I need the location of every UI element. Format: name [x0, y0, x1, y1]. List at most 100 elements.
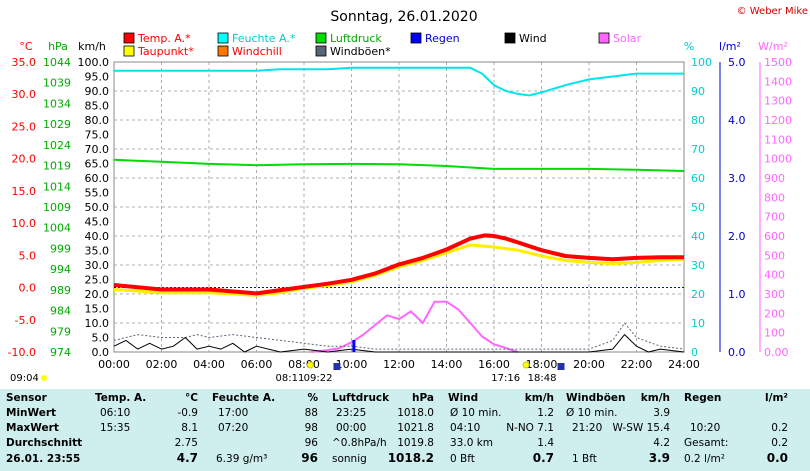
temp-current: 4.7 — [176, 451, 198, 465]
humidity-header: Feuchte A. — [212, 392, 276, 404]
rain-tick: 2.0 — [728, 230, 746, 243]
legend-swatch — [315, 32, 327, 44]
humidity-tick: 10 — [691, 317, 705, 330]
solar-tick: 500 — [764, 249, 785, 262]
solar-tick: 1000 — [764, 153, 792, 166]
x-tick-label: 02:00 — [146, 358, 178, 371]
solar-tick: 1400 — [764, 75, 792, 88]
solar-tick: 700 — [764, 211, 785, 224]
solar-unit: W/m² — [758, 40, 788, 53]
rain-tick: 0.0 — [728, 346, 746, 359]
rain-tick: 1.0 — [728, 288, 746, 301]
sunrise-label: 08:11 — [276, 373, 305, 384]
humidity-current: 96 — [301, 451, 318, 465]
solar-tick: 1300 — [764, 95, 792, 108]
speed-tick: 55.0 — [85, 187, 110, 200]
speed-tick: 65.0 — [85, 158, 110, 171]
temp-min: -0.9 — [177, 407, 199, 419]
pressure-trend: ^0.8hPa/h — [332, 437, 387, 449]
temp-tick: 30.0 — [12, 88, 37, 101]
rain-header: Regen — [684, 392, 722, 404]
x-tick-label: 12:00 — [383, 358, 415, 371]
wind-unit: km/h — [524, 392, 554, 404]
temp-unit: °C — [185, 392, 198, 404]
sunrise-icon — [306, 361, 314, 369]
humidity-tick: 80 — [691, 114, 705, 127]
wind-avg-label: Ø 10 min. — [450, 407, 502, 419]
series-luftdruck — [113, 158, 685, 172]
wind-max: N-NO 7.1 — [506, 422, 554, 434]
temp-tick: 0.0 — [19, 282, 37, 295]
solar-tick: 1100 — [764, 133, 792, 146]
legend-swatch — [217, 45, 229, 57]
humidity-tick: 30 — [691, 259, 705, 272]
humidity-min-time: 17:00 — [218, 407, 249, 419]
speed-tick: 15.0 — [85, 303, 110, 316]
x-tick-label: 10:00 — [336, 358, 368, 371]
pressure-tick: 994 — [50, 263, 71, 276]
temp-header: Temp. A. — [95, 392, 147, 404]
gust-max: W-SW 15.4 — [612, 422, 670, 434]
rain-unit: l/m² — [719, 40, 741, 53]
solar-tick: 1500 — [764, 56, 792, 69]
temp-tick: 5.0 — [19, 249, 37, 262]
legend-label: Solar — [613, 32, 642, 45]
pressure-min-time: 23:25 — [336, 407, 367, 419]
x-tick-label: 04:00 — [193, 358, 225, 371]
legend-swatch — [598, 32, 610, 44]
temp-tick: 10.0 — [12, 217, 37, 230]
pressure-current: 1018.2 — [387, 451, 434, 465]
legend-label: Luftdruck — [330, 32, 382, 45]
legend-label: Wind — [519, 32, 547, 45]
row-label-sensor: Sensor — [6, 392, 47, 404]
wind-beaufort: 0 Bft — [450, 453, 475, 465]
x-tick-label: 08:00 — [288, 358, 320, 371]
pressure-unit: hPa — [412, 392, 434, 404]
legend-swatch — [217, 32, 229, 44]
rain-unit: l/m² — [765, 392, 788, 404]
pressure-tick: 1014 — [43, 180, 71, 193]
series-tempa — [113, 233, 684, 296]
pressure-tick: 999 — [50, 242, 71, 255]
rain-bar — [352, 340, 356, 352]
solar-tick: 400 — [764, 269, 785, 282]
solar-tick: 600 — [764, 230, 785, 243]
x-tick-label: 22:00 — [621, 358, 653, 371]
pressure-tick: 979 — [50, 325, 71, 338]
row-label-current: 26.01. 23:55 — [6, 453, 81, 465]
series-windben — [113, 322, 685, 350]
humidity-tick: 50 — [691, 201, 705, 214]
temp-avg: 2.75 — [174, 437, 198, 449]
rain-max-time: 10:20 — [690, 422, 721, 434]
wind-header: Wind — [448, 392, 479, 404]
pressure-tick: 1004 — [43, 222, 71, 235]
legend-label: Regen — [425, 32, 460, 45]
moonset-icon — [557, 363, 565, 370]
rain-tick: 3.0 — [728, 172, 746, 185]
weather-chart: Sonntag, 26.01.2020 © Weber Mike Temp. A… — [7, 6, 808, 384]
pressure-state: sonnig — [332, 453, 367, 465]
gust-beaufort: 1 Bft — [572, 453, 597, 465]
gust-current: 3.9 — [648, 451, 670, 465]
row-label-avg: Durchschnitt — [6, 437, 83, 449]
legend-label: Feuchte A.* — [232, 32, 296, 45]
pressure-avg: 1019.8 — [397, 437, 434, 449]
chart-title: Sonntag, 26.01.2020 — [330, 9, 477, 25]
x-tick-label: 06:00 — [241, 358, 273, 371]
statistics-table: Sensor MinWert MaxWert Durchschnitt 26.0… — [0, 389, 810, 471]
series-taupunkt — [113, 243, 685, 297]
speed-tick: 45.0 — [85, 216, 110, 229]
sunset-label: 17:16 — [491, 373, 520, 384]
x-tick-label: 18:00 — [526, 358, 558, 371]
temp-tick: 35.0 — [12, 56, 37, 69]
wind-current: 0.7 — [532, 451, 554, 465]
pressure-tick: 1024 — [43, 139, 71, 152]
speed-tick: 100.0 — [78, 56, 110, 69]
legend-label: Windchill — [232, 45, 282, 58]
speed-tick: 70.0 — [85, 143, 110, 156]
gust-avg-label: Ø 10 min. — [566, 407, 618, 419]
temp-min-time: 06:10 — [100, 407, 131, 419]
row-label-min: MinWert — [6, 407, 57, 419]
gust-unit: km/h — [640, 392, 670, 404]
temp-unit: °C — [19, 40, 33, 53]
